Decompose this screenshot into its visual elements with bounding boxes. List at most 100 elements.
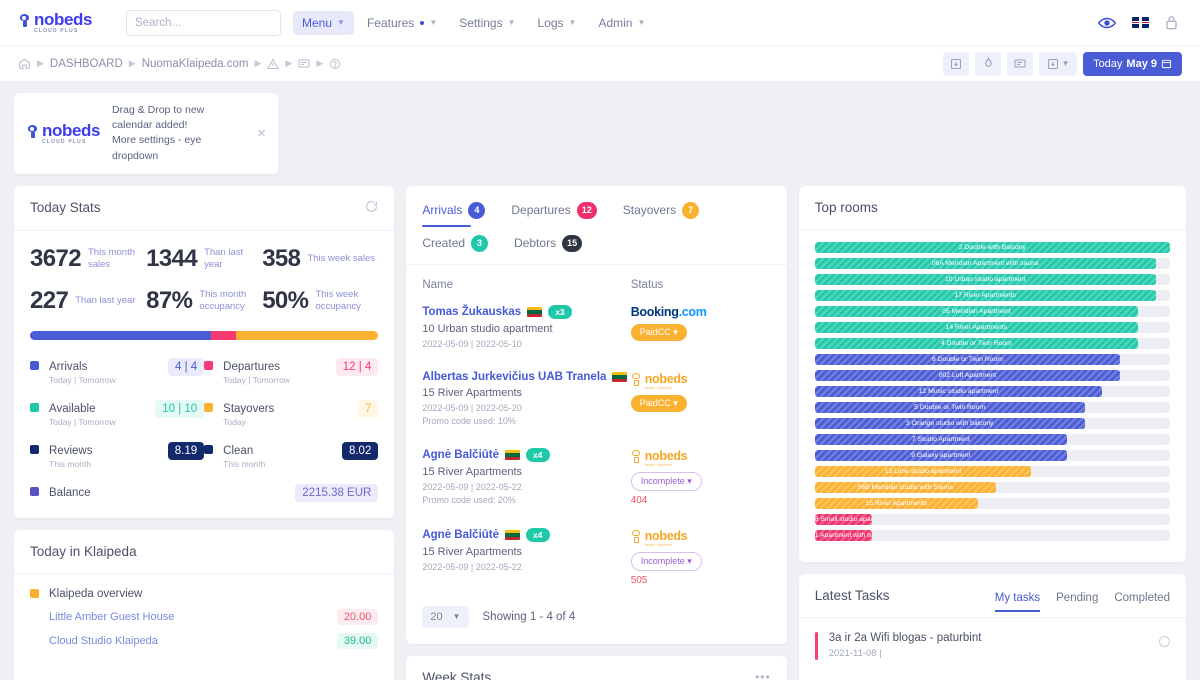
chart-bar-label: 5 Double or Twin Room [914,403,986,411]
chart-bar[interactable]: 06B Meridian studio with Sauna [814,481,996,493]
chart-bar[interactable]: 10 Urban studio apartment [814,273,1156,285]
klaipeda-item[interactable]: Little Amber Guest House 20.00 [30,608,379,625]
app-logo[interactable]: nobeds CLOUD PLUS [18,11,114,34]
task-tab-my-tasks[interactable]: My tasks [994,592,1041,613]
chart-bar-track: 06B Meridian studio with Sauna [814,481,1170,493]
arrival-row[interactable]: Agnė Balčiūtė x4 15 River Apartments 2022-0… [406,440,786,520]
home-icon[interactable] [18,57,31,70]
stat-row-item: Departures Today | Tomorrow 12 | 4 [204,357,379,385]
help-icon[interactable] [329,58,341,70]
week-stats-header: Week Stats ••• [406,656,786,680]
stat-row: Balance 2215.38 EUR [30,483,379,502]
tab-stayovers[interactable]: Stayovers 7 [623,198,700,227]
stat-row-label: Arrivals [49,360,88,373]
status-badge[interactable]: Incomplete ▾ [630,551,702,571]
status-badge[interactable]: PaidCC ▾ [630,394,687,412]
tab-created[interactable]: Created 3 [422,231,489,260]
chart-bar[interactable]: 1 Apartment with balcony [814,529,872,541]
room-name: 15 River Apartments [422,545,522,558]
today-in-klaipeda-card: Today in Klaipeda Klaipeda overview Litt… [14,529,395,680]
pagination-info: Showing 1 - 4 of 4 [482,610,576,623]
chart-bar[interactable]: 4 Double or Twin Room [814,337,1138,349]
chart-bar[interactable]: 2 Double with Balcony [814,241,1170,253]
search-box[interactable] [126,9,289,36]
uk-flag-icon[interactable] [1132,17,1149,28]
nav-item-features[interactable]: Features ▼ [358,11,446,35]
klaipeda-item[interactable]: Cloud Studio Klaipeda 39.00 [30,632,379,649]
export-button[interactable] [943,51,970,76]
task-item[interactable]: 3a ir 2a Wifi blogas - paturbint 2021-11-… [799,618,1186,666]
lock-icon[interactable] [1165,15,1178,30]
arrival-row[interactable]: Tomas Žukauskas x3 10 Urban studio apartme… [406,297,786,363]
stat-row-sublabel: This month [49,458,92,469]
guest-name[interactable]: Agnė Balčiūtė x4 [422,447,630,462]
task-item[interactable]: Video: How to remove all of my informati… [799,666,1186,680]
chart-bar[interactable]: 3 Orange studio with balcony [814,417,1085,429]
arrivals-pager: 20 ▼ Showing 1 - 4 of 4 [406,600,786,644]
chart-bar-track: 4 Double or Twin Room [814,337,1170,349]
chart-bar-track: 14 River Apartments [814,321,1170,333]
download-dropdown-button[interactable]: ▼ [1039,51,1078,76]
chat-button[interactable] [1007,51,1034,76]
warning-icon[interactable] [267,57,280,70]
page-size-select[interactable]: 20 ▼ [422,605,469,628]
guest-name[interactable]: Albertas Jurkevičius UAB Tranela [422,371,630,383]
task-complete-toggle[interactable] [1158,635,1170,647]
arrival-row[interactable]: Albertas Jurkevičius UAB Tranela 15 River… [406,363,786,440]
guest-name[interactable]: Agnė Balčiūtė x4 [422,527,630,542]
chart-bar[interactable]: 05 Meridian Apartment [814,305,1138,317]
chart-bar[interactable]: 06A Meridian Apartment with sauna [814,257,1156,269]
notification-dot-icon [420,20,425,25]
chart-bar-label: 13 Lime studio apartment [884,467,962,475]
status-badge[interactable]: Incomplete ▾ [630,471,702,491]
tab-debtors[interactable]: Debtors 15 [514,231,583,260]
weather-button[interactable] [975,51,1002,76]
chart-bar[interactable]: 17 River Apartments [814,289,1156,301]
chart-bar[interactable]: 7 Studio Apartment [814,433,1067,445]
chart-bar-track: 13 Lime studio apartment [814,465,1170,477]
klaipeda-title: Today in Klaipeda [30,543,137,559]
message-icon[interactable] [298,58,310,70]
column-header-name: Name [422,278,454,291]
lithuania-flag-icon [527,306,543,317]
chart-bar-track: 3 Orange studio with balcony [814,417,1170,429]
task-tab-completed[interactable]: Completed [1114,592,1170,605]
stat-row-label: Reviews [49,444,93,457]
eye-icon[interactable] [1098,17,1116,29]
chart-bar[interactable]: 9 Galaxy apartment [814,449,1067,461]
stat-row-label: Stayovers [223,402,275,415]
tab-departures[interactable]: Departures 12 [511,198,597,227]
arrival-status: nobeds hotel system Incomplete ▾ 404 [630,448,771,506]
breadcrumb-item-property[interactable]: NuomaKlaipeda.com [141,57,249,70]
arrival-row[interactable]: Agnė Balčiūtė x4 15 River Apartments 2022-0… [406,520,786,600]
klaipeda-item-amount: 20.00 [336,608,379,625]
task-tab-pending[interactable]: Pending [1056,592,1099,605]
today-date-button[interactable]: Today May 9 [1083,51,1182,76]
legend-dot-icon [204,360,214,370]
chart-bar[interactable]: 002 Loft Apartment [814,369,1121,381]
close-icon[interactable]: × [257,124,266,142]
breadcrumb-item-dashboard[interactable]: DASHBOARD [49,57,123,70]
chart-bar[interactable]: 13 Lime studio apartment [814,465,1032,477]
chart-bar[interactable]: 14 River Apartments [814,321,1138,333]
breadcrumb-separator: ▶ [37,58,44,68]
nav-item-logs[interactable]: Logs ▼ [529,11,586,35]
refresh-icon[interactable] [365,200,378,216]
stat-row-sublabel: Today [223,416,246,427]
more-options-icon[interactable]: ••• [755,670,771,680]
tab-arrivals[interactable]: Arrivals 4 [422,198,486,227]
guest-name[interactable]: Tomas Žukauskas x3 [422,304,630,319]
stat-label: Than last year [75,294,136,306]
chart-bar[interactable]: 5 Double or Twin Room [814,401,1085,413]
main-nav: Menu ▼ Features ▼ Settings ▼ Logs ▼ Admi… [293,10,654,35]
nav-item-menu[interactable]: Menu ▼ [293,10,354,35]
status-badge[interactable]: PaidCC ▾ [630,323,687,341]
chart-bar[interactable]: 12 Music studio apartment [814,385,1103,397]
nav-item-settings[interactable]: Settings ▼ [450,11,524,35]
chart-bar[interactable]: 15 River Apartments [814,497,979,509]
nobeds-logo: nobeds hotel system [631,448,688,467]
nav-item-admin[interactable]: Admin ▼ [589,11,654,35]
chart-bar[interactable]: 8 Small studio apartment [814,513,872,525]
chart-bar[interactable]: 6 Double or Twin Room [814,353,1121,365]
search-input[interactable] [135,16,289,29]
